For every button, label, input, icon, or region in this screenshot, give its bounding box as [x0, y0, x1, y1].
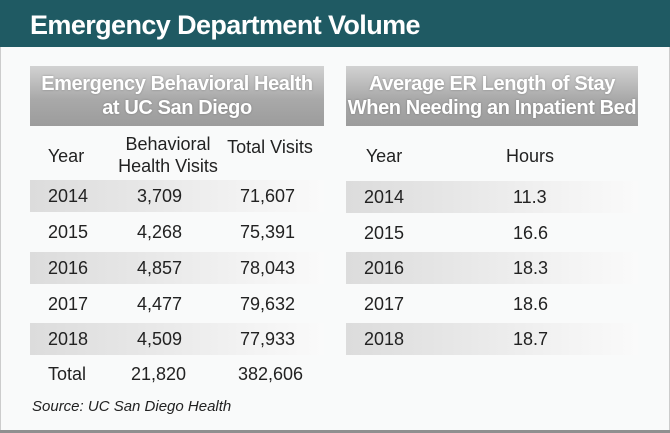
left-total: 78,043	[240, 258, 296, 278]
right-header-line1: Average ER Length of Stay	[369, 73, 615, 95]
right-hours: 18.3	[513, 258, 549, 278]
left-total: 71,607	[240, 186, 296, 206]
bottom-divider	[0, 430, 670, 433]
right-hours: 18.7	[513, 329, 549, 349]
left-header-line1: Emergency Behavioral Health	[41, 73, 313, 95]
table-row	[30, 252, 324, 284]
left-total: 79,632	[240, 294, 296, 314]
left-total-bh: 21,820	[131, 364, 187, 384]
right-year: 2017	[364, 294, 405, 314]
left-col-total: Total Visits	[227, 137, 313, 157]
right-table-header: Average ER Length of Stay When Needing a…	[346, 66, 638, 126]
left-year: 2015	[48, 222, 89, 242]
left-year: 2017	[48, 294, 89, 314]
right-year: 2018	[364, 329, 405, 349]
left-bh: 3,709	[137, 186, 183, 206]
right-hours: 16.6	[513, 223, 549, 243]
right-year: 2014	[364, 187, 405, 207]
right-hours: 18.6	[513, 294, 549, 314]
right-year: 2016	[364, 258, 405, 278]
left-year: 2016	[48, 258, 89, 278]
table-row	[346, 323, 638, 355]
left-col-bh-line1: Behavioral	[125, 134, 211, 154]
right-hours: 11.3	[513, 187, 547, 207]
table-row	[30, 323, 324, 355]
page-title: Emergency Department Volume	[30, 10, 421, 40]
right-col-year: Year	[365, 146, 403, 166]
left-bh: 4,857	[137, 258, 183, 278]
table-row	[346, 252, 638, 284]
source-note: Source: UC San Diego Health	[32, 398, 232, 415]
right-header-line2: When Needing an Inpatient Bed	[347, 97, 637, 119]
left-table-header: Emergency Behavioral Health at UC San Di…	[30, 66, 324, 126]
left-bh: 4,268	[137, 222, 183, 242]
left-total-label: Total	[48, 364, 87, 384]
left-header-line2: at UC San Diego	[102, 97, 252, 119]
right-col-hours: Hours	[505, 146, 554, 166]
left-total: 77,933	[240, 329, 296, 349]
title-bar: Emergency Department Volume	[0, 0, 670, 47]
left-col-bh-line2: Health Visits	[118, 156, 218, 176]
left-bh: 4,477	[137, 294, 183, 314]
left-total-total: 382,606	[238, 364, 304, 384]
table-row	[30, 180, 324, 212]
left-year: 2018	[48, 329, 89, 349]
left-col-bh: Behavioral Health Visits	[108, 133, 228, 177]
left-col-year: Year	[47, 146, 85, 166]
left-year: 2014	[48, 186, 89, 206]
left-bh: 4,509	[137, 329, 183, 349]
right-year: 2015	[364, 223, 405, 243]
table-row	[346, 181, 638, 213]
left-total: 75,391	[240, 222, 296, 242]
